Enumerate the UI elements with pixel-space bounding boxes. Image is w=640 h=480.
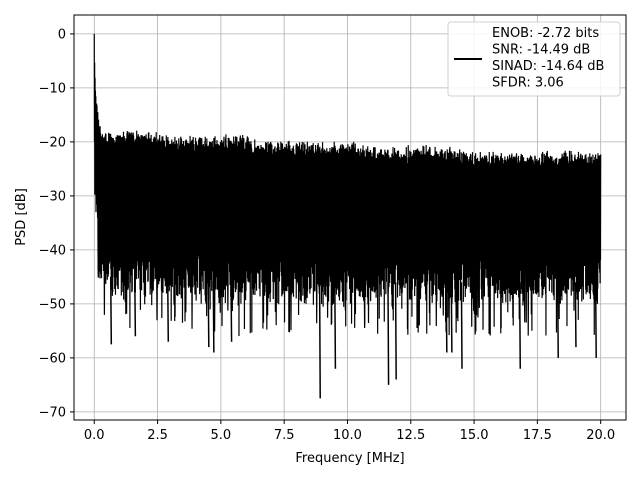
y-tick-label: −10 xyxy=(39,81,66,96)
psd-dip xyxy=(207,279,210,348)
y-tick-label: 0 xyxy=(58,27,66,42)
axes-frame xyxy=(73,14,627,421)
psd-dip xyxy=(109,276,113,345)
y-axis: 0 −10 −20 −30 −40 −50 −60 −70 xyxy=(39,27,74,420)
psd-dip xyxy=(450,282,453,353)
legend-entry: SFDR: 3.06 xyxy=(492,76,564,91)
x-tick-label: 10.0 xyxy=(333,428,362,443)
psd-dip xyxy=(460,282,463,369)
psd-dip xyxy=(574,282,577,348)
psd-dip xyxy=(230,282,233,342)
psd-dip xyxy=(212,280,215,353)
psd-dip xyxy=(318,282,321,399)
psd-dip xyxy=(556,282,559,358)
psd-dip xyxy=(134,276,137,337)
legend-entry: ENOB: -2.72 bits xyxy=(492,26,599,41)
legend-entry: SNR: -14.49 dB xyxy=(492,43,590,58)
y-tick-label: −40 xyxy=(39,243,66,258)
x-axis: 0.0 2.5 5.0 7.5 10.0 12.5 15.0 17.5 20.0 xyxy=(84,420,615,443)
x-tick-label: 12.5 xyxy=(396,428,425,443)
x-tick-label: 20.0 xyxy=(586,428,615,443)
x-tick-label: 17.5 xyxy=(523,428,552,443)
psd-trace xyxy=(93,33,602,336)
x-tick-label: 15.0 xyxy=(460,428,489,443)
legend-entry: SINAD: -14.64 dB xyxy=(492,59,604,74)
x-tick-label: 5.0 xyxy=(211,428,232,443)
y-axis-label: PSD [dB] xyxy=(14,188,29,246)
x-tick-label: 7.5 xyxy=(274,428,295,443)
x-axis-label: Frequency [MHz] xyxy=(295,451,404,466)
y-tick-label: −30 xyxy=(39,189,66,204)
y-tick-label: −20 xyxy=(39,135,66,150)
psd-dip xyxy=(518,282,522,369)
y-tick-label: −70 xyxy=(39,405,66,420)
x-tick-label: 0.0 xyxy=(84,428,105,443)
plot-area xyxy=(93,33,602,399)
y-tick-label: −60 xyxy=(39,351,66,366)
x-tick-label: 2.5 xyxy=(147,428,168,443)
psd-dip xyxy=(445,282,448,353)
y-tick-label: −50 xyxy=(39,297,66,312)
psd-dip xyxy=(334,282,337,369)
psd-dip xyxy=(594,282,597,358)
psd-dip xyxy=(166,276,170,342)
psd-dip xyxy=(387,282,390,385)
legend-box xyxy=(447,21,621,97)
psd-dip xyxy=(394,282,397,380)
